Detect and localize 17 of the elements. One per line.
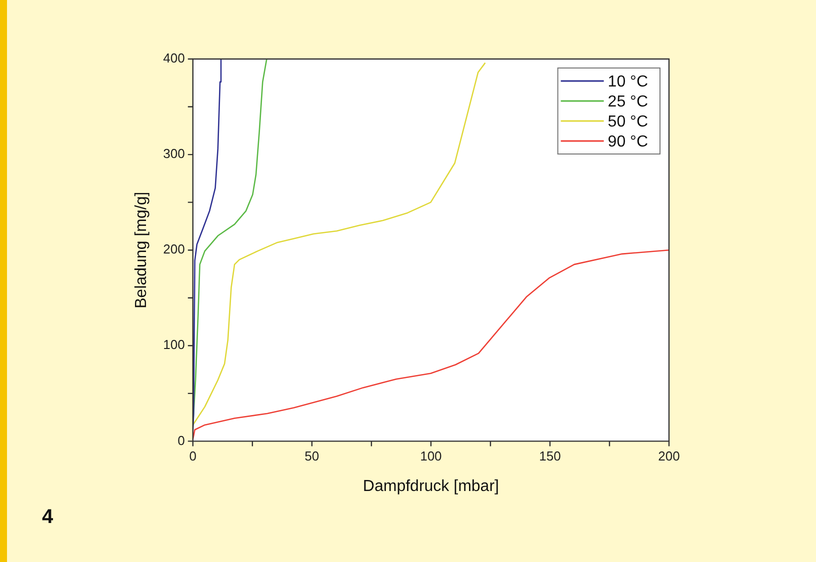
y-tick-label: 200 <box>163 242 185 257</box>
legend-label: 50 °C <box>608 113 648 130</box>
x-tick-label: 150 <box>539 448 561 464</box>
y-tick-label: 400 <box>163 50 185 66</box>
x-tick-label: 100 <box>420 448 442 464</box>
y-tick-label: 300 <box>163 146 185 162</box>
x-tick-label: 200 <box>658 448 680 464</box>
x-tick-label: 0 <box>189 448 197 464</box>
y-axis-title: Beladung [mg/g] <box>133 192 150 308</box>
y-tick-label: 100 <box>163 337 185 352</box>
x-tick-label: 50 <box>304 448 320 464</box>
y-tick-label: 0 <box>178 432 185 448</box>
text: 4 <box>42 506 54 529</box>
legend-label: 90 °C <box>608 133 648 150</box>
legend-label: 25 °C <box>608 93 648 110</box>
x-axis-title: Dampfdruck [mbar] <box>362 478 499 495</box>
legend-label: 10 °C <box>608 73 648 90</box>
